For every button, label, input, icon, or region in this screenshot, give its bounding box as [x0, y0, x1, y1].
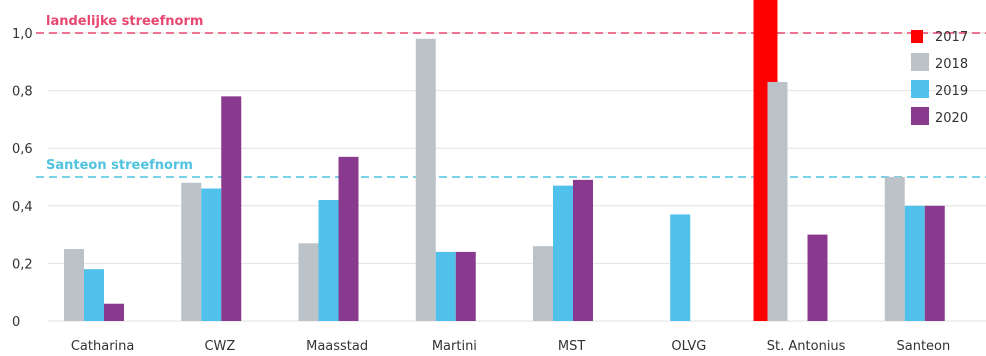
bar-2018 [415, 38, 436, 321]
y-axis-ticks: 0 0,2 0,4 0,6 0,8 1,0 [12, 27, 33, 330]
bar-2020 [924, 205, 945, 321]
bar-2020 [455, 251, 476, 321]
y-tick-label: 0,6 [12, 142, 33, 157]
bar-2018 [181, 182, 202, 321]
legend-label-2020: 2020 [935, 111, 968, 126]
legend: 2017 2018 2019 2020 [911, 30, 968, 126]
bar-2018 [533, 246, 553, 321]
bar-2019 [318, 200, 339, 321]
bar-2020 [221, 96, 242, 321]
bar-2020 [807, 234, 828, 321]
legend-label-2019: 2019 [935, 84, 968, 99]
x-category-label: Santeon [897, 339, 951, 354]
legend-swatch-2017 [911, 30, 923, 43]
bar-2018 [298, 243, 319, 321]
bar-2018 [884, 177, 905, 321]
x-category-label: Catharina [71, 339, 135, 354]
legend-label-2018: 2018 [935, 57, 968, 72]
bar-2019 [201, 188, 222, 321]
legend-label-2017: 2017 [935, 30, 968, 45]
y-tick-label: 0,2 [12, 257, 33, 272]
bar-2020 [573, 179, 593, 321]
x-category-label: OLVG [671, 339, 706, 354]
x-category-label: MST [558, 339, 585, 354]
x-category-label: Maasstad [306, 339, 368, 354]
bar-2019 [553, 185, 573, 321]
bar-2018 [767, 81, 788, 322]
bar-2019 [670, 214, 691, 321]
bar-2019 [435, 251, 456, 321]
y-tick-label: 0,8 [12, 85, 33, 100]
bar-2020 [338, 156, 359, 321]
x-category-label: CWZ [204, 339, 235, 354]
bar-2019 [84, 269, 104, 321]
reference-line-label: landelijke streefnorm [46, 14, 203, 29]
reference-lines: landelijke streefnorm Santeon streefnorm [36, 14, 986, 178]
bar-2019 [904, 205, 925, 321]
bars [64, 0, 945, 322]
y-tick-label: 0,4 [12, 200, 33, 215]
x-axis-categories: Catharina CWZ Maasstad Martini MST OLVG St. An… [71, 339, 950, 354]
legend-swatch-2018 [911, 53, 929, 71]
x-category-label: St. Antonius [767, 339, 846, 354]
y-tick-label: 1,0 [12, 27, 33, 42]
x-category-label: Martini [432, 339, 477, 354]
legend-swatch-2020 [911, 107, 929, 125]
reference-line-label: Santeon streefnorm [46, 158, 193, 173]
y-tick-label: 0 [12, 315, 20, 330]
bar-2018 [64, 249, 84, 321]
legend-swatch-2019 [911, 80, 929, 98]
bar-2020 [104, 303, 124, 321]
